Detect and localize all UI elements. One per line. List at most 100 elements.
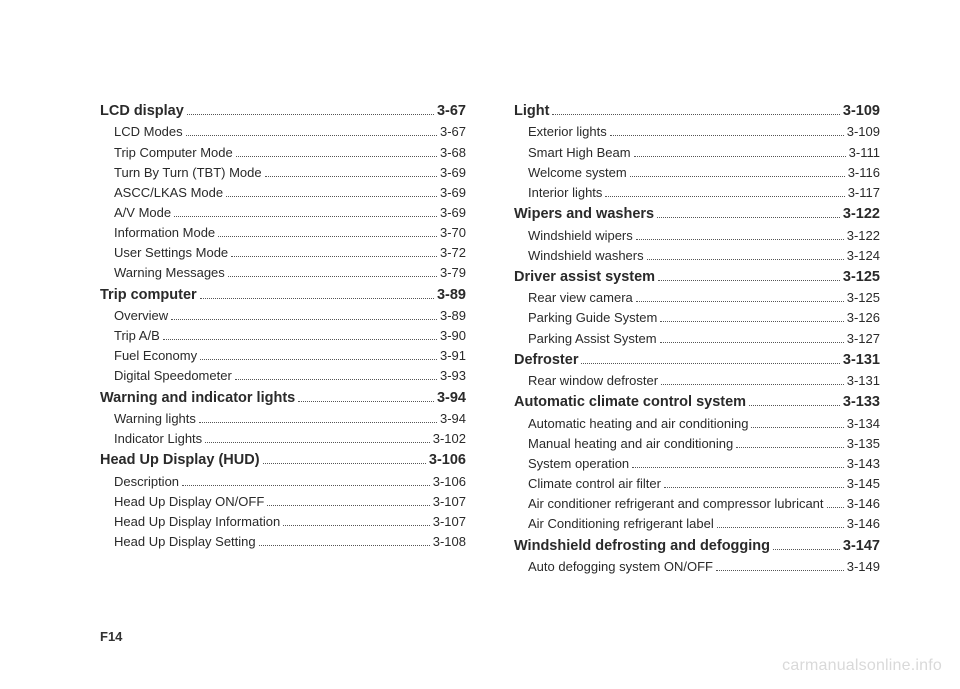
toc-sub-label: Smart High Beam — [514, 143, 631, 163]
toc-page-ref: 3-102 — [433, 429, 466, 449]
toc-entry: Welcome system3-116 — [514, 163, 880, 183]
toc-page-ref: 3-135 — [847, 434, 880, 454]
toc-leader — [236, 156, 437, 157]
toc-entry: Windshield washers 3-124 — [514, 246, 880, 266]
toc-page-ref: 3-146 — [847, 514, 880, 534]
toc-section-label: Head Up Display (HUD) — [100, 449, 260, 471]
toc-sub-label: Windshield washers — [514, 246, 644, 266]
toc-sub-label: Digital Speedometer — [100, 366, 232, 386]
toc-leader — [827, 507, 844, 508]
toc-page-ref: 3-134 — [847, 414, 880, 434]
toc-leader — [736, 447, 843, 448]
toc-entry: Head Up Display (HUD)3-106 — [100, 449, 466, 471]
toc-leader — [636, 239, 844, 240]
toc-leader — [226, 196, 437, 197]
toc-entry: Indicator Lights3-102 — [100, 429, 466, 449]
toc-page-ref: 3-94 — [437, 387, 466, 409]
toc-page-ref: 3-124 — [847, 246, 880, 266]
toc-entry: Interior lights3-117 — [514, 183, 880, 203]
toc-leader — [773, 549, 840, 550]
toc-entry: Automatic climate control system 3-133 — [514, 391, 880, 413]
toc-page-ref: 3-126 — [847, 308, 880, 328]
toc-sub-label: Warning Messages — [100, 263, 225, 283]
toc-page-ref: 3-108 — [433, 532, 466, 552]
toc-page-ref: 3-133 — [843, 391, 880, 413]
toc-entry: Trip computer3-89 — [100, 284, 466, 306]
toc-leader — [200, 359, 437, 360]
toc-sub-label: User Settings Mode — [100, 243, 228, 263]
toc-section-label: Automatic climate control system — [514, 391, 746, 413]
toc-page-ref: 3-93 — [440, 366, 466, 386]
toc-page-ref: 3-125 — [843, 266, 880, 288]
toc-leader — [605, 196, 844, 197]
toc-sub-label: Trip A/B — [100, 326, 160, 346]
toc-sub-label: Windshield wipers — [514, 226, 633, 246]
toc-entry: Description 3-106 — [100, 472, 466, 492]
toc-section-label: Warning and indicator lights — [100, 387, 295, 409]
toc-entry: Climate control air filter3-145 — [514, 474, 880, 494]
toc-entry: Head Up Display Information3-107 — [100, 512, 466, 532]
toc-leader — [218, 236, 437, 237]
toc-section-label: Trip computer — [100, 284, 197, 306]
toc-entry: Air conditioner refrigerant and compress… — [514, 494, 880, 514]
toc-sub-label: Rear window defroster — [514, 371, 658, 391]
toc-entry: Warning lights3-94 — [100, 409, 466, 429]
toc-entry: Rear window defroster 3-131 — [514, 371, 880, 391]
toc-leader — [163, 339, 437, 340]
toc-page-ref: 3-68 — [440, 143, 466, 163]
toc-column-left: LCD display3-67LCD Modes3-67Trip Compute… — [100, 100, 466, 577]
toc-entry: Turn By Turn (TBT) Mode3-69 — [100, 163, 466, 183]
toc-entry: Windshield wipers 3-122 — [514, 226, 880, 246]
toc-leader — [283, 525, 430, 526]
toc-sub-label: Head Up Display Setting — [100, 532, 256, 552]
toc-sub-label: Air conditioner refrigerant and compress… — [514, 494, 824, 514]
toc-page-ref: 3-67 — [440, 122, 466, 142]
toc-entry: Head Up Display Setting 3-108 — [100, 532, 466, 552]
toc-leader — [235, 379, 437, 380]
toc-sub-label: System operation — [514, 454, 629, 474]
toc-page-ref: 3-111 — [849, 143, 880, 163]
toc-page-ref: 3-131 — [843, 349, 880, 371]
toc-page-ref: 3-131 — [847, 371, 880, 391]
toc-leader — [186, 135, 437, 136]
toc-sub-label: Manual heating and air conditioning — [514, 434, 733, 454]
toc-leader — [171, 319, 437, 320]
toc-entry: Manual heating and air conditioning 3-135 — [514, 434, 880, 454]
toc-entry: Warning and indicator lights 3-94 — [100, 387, 466, 409]
toc-entry: LCD display3-67 — [100, 100, 466, 122]
toc-leader — [664, 487, 844, 488]
toc-page-ref: 3-109 — [847, 122, 880, 142]
toc-leader — [231, 256, 437, 257]
toc-page-ref: 3-106 — [433, 472, 466, 492]
toc-page-ref: 3-116 — [848, 163, 880, 183]
toc-section-label: Defroster — [514, 349, 578, 371]
toc-sub-label: Interior lights — [514, 183, 602, 203]
toc-page-ref: 3-122 — [847, 226, 880, 246]
toc-leader — [228, 276, 437, 277]
toc-page-ref: 3-70 — [440, 223, 466, 243]
toc-sub-label: Information Mode — [100, 223, 215, 243]
toc-entry: LCD Modes3-67 — [100, 122, 466, 142]
toc-sub-label: Climate control air filter — [514, 474, 661, 494]
toc-leader — [174, 216, 437, 217]
toc-page-ref: 3-94 — [440, 409, 466, 429]
toc-sub-label: Description — [100, 472, 179, 492]
toc-entry: Air Conditioning refrigerant label 3-146 — [514, 514, 880, 534]
toc-leader — [634, 156, 846, 157]
toc-leader — [749, 405, 840, 406]
toc-entry: Parking Assist System3-127 — [514, 329, 880, 349]
toc-page-ref: 3-125 — [847, 288, 880, 308]
toc-entry: Exterior lights3-109 — [514, 122, 880, 142]
toc-leader — [751, 427, 843, 428]
toc-leader — [205, 442, 430, 443]
toc-leader — [200, 298, 434, 299]
toc-page-ref: 3-122 — [843, 203, 880, 225]
toc-sub-label: Air Conditioning refrigerant label — [514, 514, 714, 534]
toc-sub-label: Rear view camera — [514, 288, 633, 308]
toc-entry: Light3-109 — [514, 100, 880, 122]
toc-leader — [657, 217, 840, 218]
toc-sub-label: Parking Guide System — [514, 308, 657, 328]
toc-leader — [716, 570, 844, 571]
toc-sub-label: Fuel Economy — [100, 346, 197, 366]
toc-sub-label: ASCC/LKAS Mode — [100, 183, 223, 203]
